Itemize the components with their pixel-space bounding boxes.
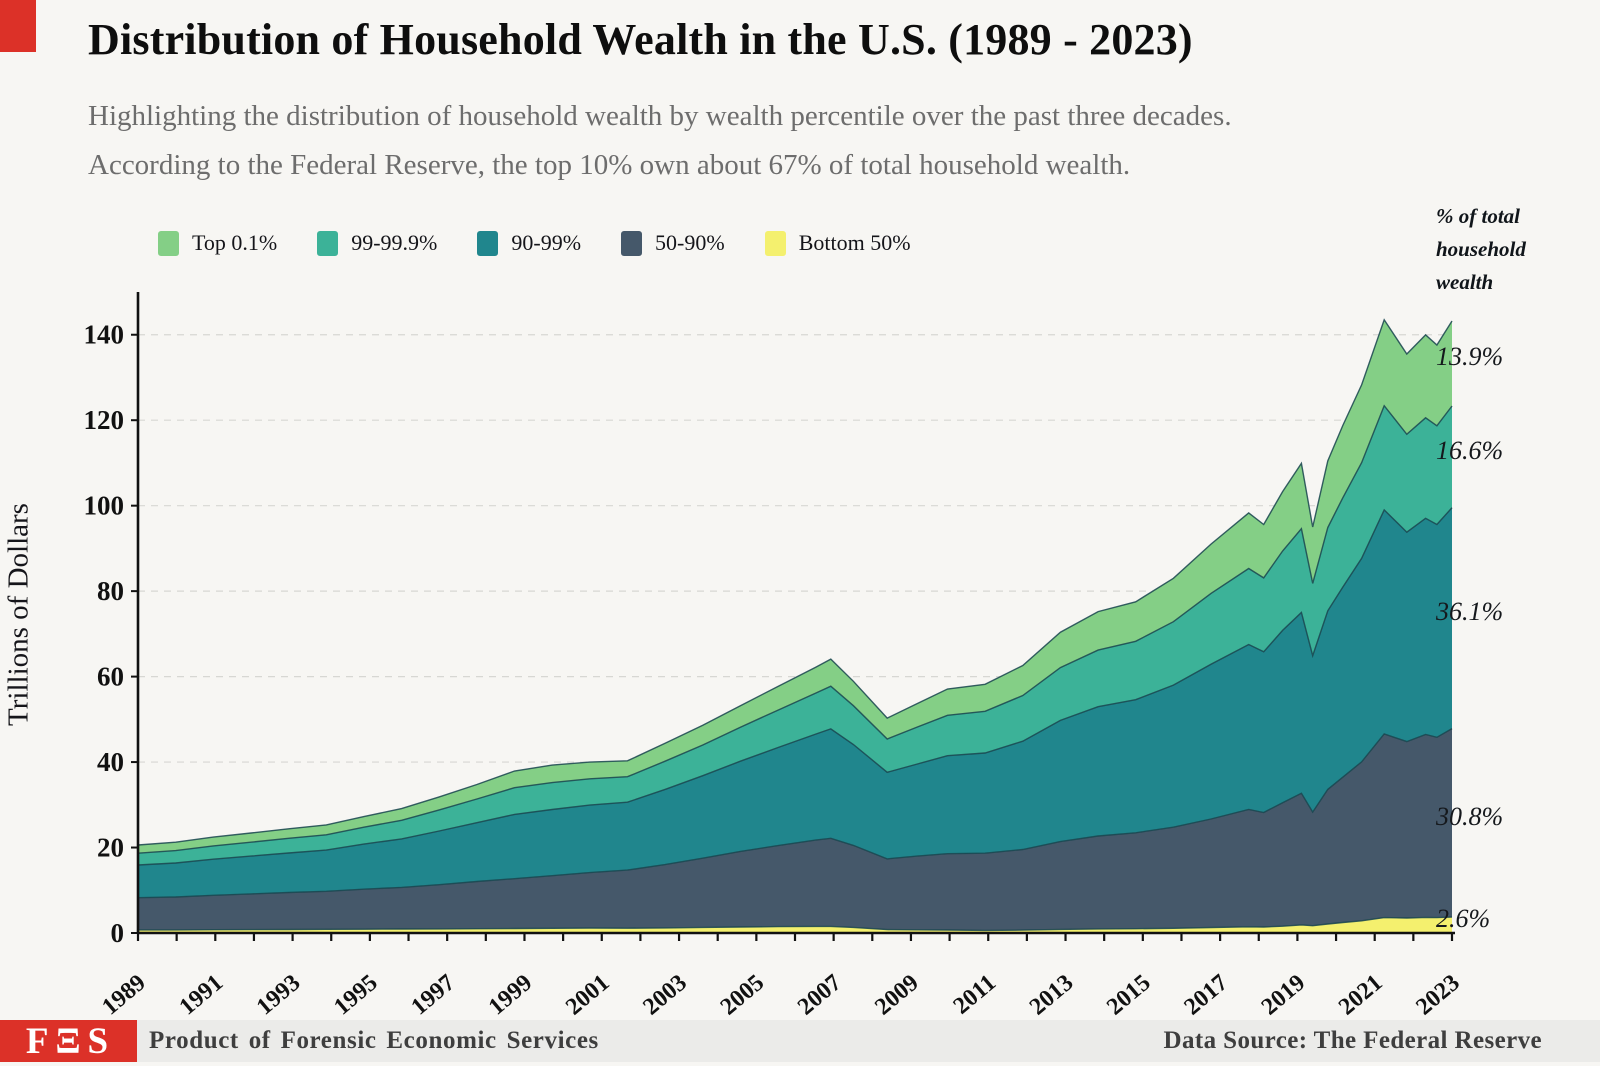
share-label-90-99-: 36.1% (1436, 597, 1504, 626)
band-boundary-top-0-1- (137, 318, 1453, 846)
chart-legend: Top 0.1% 99-99.9% 90-99% 50-90% Bottom 50% (158, 228, 911, 258)
x-tick-label-1995: 1995 (329, 970, 382, 1021)
legend-label: Top 0.1% (192, 230, 278, 255)
area-band-99-99-9- (138, 405, 1452, 865)
fes-logo: FΞS (0, 1020, 137, 1062)
share-label-top-0-1-: 13.9% (1436, 342, 1504, 371)
legend-swatch-icon (621, 230, 643, 256)
y-tick-label-120: 120 (84, 405, 125, 435)
share-label-99-99-9-: 16.6% (1436, 436, 1504, 465)
footer-data-source: Data Source: The Federal Reserve (1163, 1027, 1542, 1054)
legend-item-top-0-1-: Top 0.1% (158, 230, 277, 256)
band-boundary-90-99- (137, 507, 1453, 866)
share-label-50-90-: 30.8% (1436, 802, 1504, 831)
y-tick-label-20: 20 (97, 833, 124, 863)
x-tick-label-1999: 1999 (484, 970, 537, 1021)
band-boundary-50-90- (137, 727, 1453, 899)
x-tick-label-2021: 2021 (1334, 970, 1387, 1021)
y-tick-label-100: 100 (84, 491, 125, 521)
y-tick-label-80: 80 (97, 576, 124, 606)
legend-item-99-99-9-: 99-99.9% (317, 230, 437, 256)
page-subtitle: Highlighting the distribution of househo… (88, 92, 1558, 190)
band-boundary-bottom-50- (138, 916, 1453, 932)
legend-label: 90-99% (511, 230, 582, 255)
brand-corner-accent (0, 0, 36, 52)
subtitle-line-1: Highlighting the distribution of househo… (88, 100, 1232, 132)
legend-swatch-icon (477, 230, 499, 256)
footer-product-text: Product of Forensic Economic Services (149, 1027, 599, 1054)
y-tick-label-40: 40 (97, 747, 124, 777)
legend-label: 50-90% (655, 230, 725, 255)
x-tick-label-2005: 2005 (716, 970, 769, 1021)
legend-label: Bottom 50% (798, 230, 911, 255)
legend-swatch-icon (158, 230, 179, 256)
annotation-header: % of total household wealth (1436, 204, 1526, 294)
x-tick-label-1991: 1991 (175, 970, 228, 1021)
x-tick-label-2019: 2019 (1257, 970, 1310, 1021)
band-boundary-99-99-9- (137, 404, 1453, 854)
x-tick-label-1989: 1989 (97, 970, 150, 1021)
x-tick-label-2013: 2013 (1025, 970, 1078, 1021)
y-tick-label-0: 0 (111, 918, 125, 948)
x-tick-label-2017: 2017 (1179, 970, 1232, 1021)
area-band-50-90- (138, 728, 1452, 931)
y-tick-label-140: 140 (84, 320, 125, 350)
x-tick-label-1997: 1997 (407, 970, 460, 1021)
x-tick-label-1993: 1993 (252, 970, 305, 1021)
x-tick-label-2009: 2009 (870, 970, 923, 1021)
legend-item-90-99-: 90-99% (477, 230, 581, 256)
legend-item-50-90-: 50-90% (621, 230, 725, 256)
legend-swatch-icon (764, 230, 786, 256)
subtitle-line-2: According to the Federal Reserve, the to… (88, 149, 1131, 181)
x-tick-label-2007: 2007 (793, 970, 846, 1021)
x-tick-label-2003: 2003 (638, 970, 691, 1021)
legend-item-bottom-50-: Bottom 50% (764, 230, 911, 256)
area-band-90-99- (138, 507, 1452, 898)
y-tick-label-60: 60 (97, 662, 124, 692)
x-tick-label-2015: 2015 (1102, 970, 1155, 1021)
legend-swatch-icon (317, 230, 339, 256)
share-label-bottom-50-: 2.6% (1436, 904, 1491, 933)
x-tick-label-2011: 2011 (949, 970, 1001, 1020)
footer-bar: FΞS Product of Forensic Economic Service… (0, 1020, 1600, 1062)
annotation-block: % of total household wealth (1436, 200, 1560, 299)
x-tick-label-2001: 2001 (561, 970, 614, 1021)
page-title: Distribution of Household Wealth in the … (88, 15, 1193, 64)
x-tick-label-2023: 2023 (1411, 970, 1464, 1021)
area-band-top-0-1- (138, 319, 1452, 854)
legend-label: 99-99.9% (351, 230, 438, 255)
